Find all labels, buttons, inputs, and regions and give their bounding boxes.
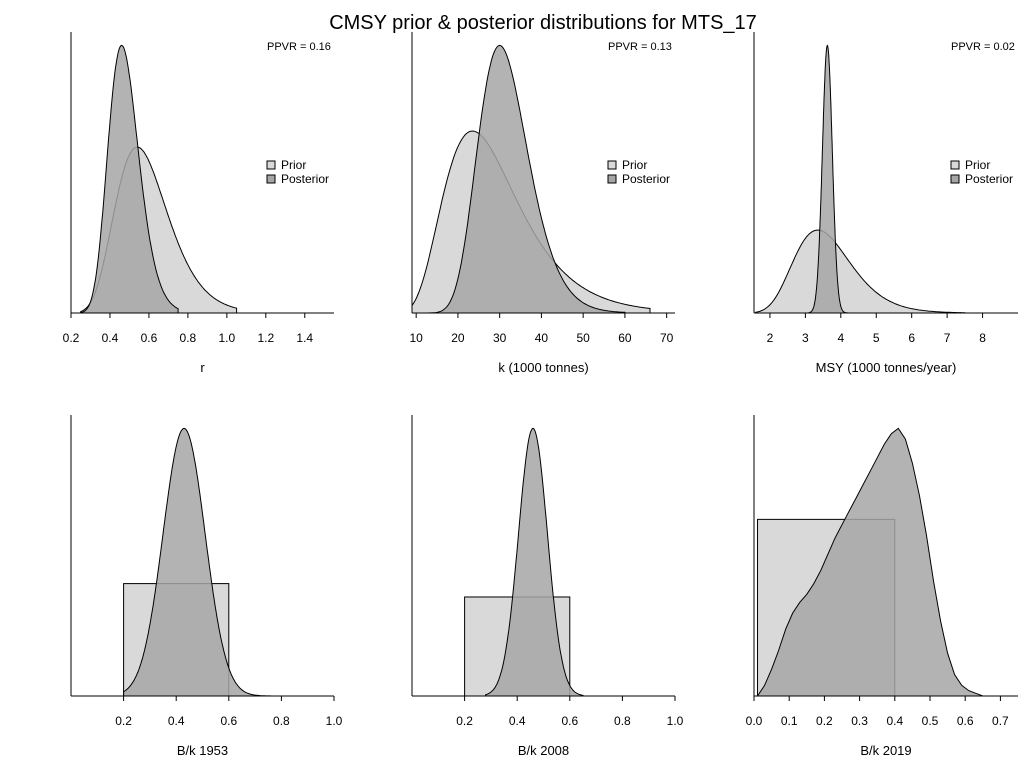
prior-msy-area (755, 229, 966, 313)
x-tick-label: 10 (409, 331, 423, 345)
plot-area (123, 427, 277, 696)
x-tick-label: 1.4 (296, 331, 313, 345)
ppvr-label: PPVR = 0.16 (267, 41, 331, 53)
legend-label-prior: Prior (622, 158, 647, 172)
legend-label-prior: Prior (965, 158, 990, 172)
plot-area (412, 44, 651, 313)
x-tick-label: 0.7 (992, 714, 1009, 728)
plot-area (756, 427, 983, 696)
legend-swatch-posterior (950, 174, 960, 184)
figure-title: CMSY prior & posterior distributions for… (329, 12, 757, 34)
x-axis-label: B/k 2008 (518, 743, 569, 758)
x-tick-label: 4 (837, 331, 844, 345)
x-tick-label: 0.6 (141, 331, 158, 345)
x-tick-label: 0.2 (816, 714, 833, 728)
x-tick-label: 8 (979, 331, 986, 345)
x-tick-label: 0.2 (115, 714, 132, 728)
ppvr-label: PPVR = 0.02 (951, 41, 1015, 53)
plot-area (80, 44, 238, 313)
legend-swatch-prior (607, 160, 617, 170)
x-tick-label: 7 (944, 331, 951, 345)
x-tick-label: 0.1 (781, 714, 798, 728)
posterior-bk2008-area (485, 427, 584, 696)
panel-bk1953: 0.2 0.4 0.6 0.8 1.0 B/k 1953 (70, 415, 343, 758)
panel-k: 10 20 30 40 50 60 70 k (1000 tonnes) PPVR = 0.13… (409, 32, 675, 375)
legend-label-posterior: Posterior (622, 172, 670, 186)
posterior-k-area (420, 44, 626, 313)
panel-bk2008: 0.2 0.4 0.6 0.8 1.0 B/k 2008 (411, 415, 684, 758)
x-tick-label: 1.0 (326, 714, 343, 728)
x-tick-label: 0.4 (168, 714, 185, 728)
x-axis-label: r (200, 360, 205, 375)
legend-label-posterior: Posterior (965, 172, 1013, 186)
x-tick-label: 40 (535, 331, 549, 345)
legend-swatch-posterior (266, 174, 276, 184)
x-axis-label: B/k 1953 (177, 743, 228, 758)
plot-area (464, 427, 584, 696)
panel-msy: 2 3 4 5 6 7 8 MSY (1000 tonnes/year) PPVR = 0.02… (753, 32, 1018, 375)
x-tick-label: 0.2 (63, 331, 80, 345)
x-tick-label: 2 (767, 331, 774, 345)
x-tick-label: 1.0 (667, 714, 684, 728)
x-tick-label: 70 (660, 331, 674, 345)
posterior-msy-area (808, 44, 849, 313)
x-tick-label: 0.5 (922, 714, 939, 728)
x-axis-label: MSY (1000 tonnes/year) (816, 360, 957, 375)
x-tick-label: 0.6 (561, 714, 578, 728)
x-tick-label: 0.8 (273, 714, 290, 728)
legend-swatch-prior (950, 160, 960, 170)
x-tick-label: 0.2 (456, 714, 473, 728)
posterior-r-area (80, 44, 179, 313)
x-tick-label: 60 (618, 331, 632, 345)
x-tick-label: 0.8 (180, 331, 197, 345)
posterior-bk2019-area (756, 427, 983, 696)
legend-swatch-prior (266, 160, 276, 170)
panel-r: 0.2 0.4 0.6 0.8 1.0 1.2 1.4 r PPVR = 0.16 PriorPo… (63, 32, 334, 375)
legend-label-posterior: Posterior (281, 172, 329, 186)
x-tick-label: 0.0 (746, 714, 763, 728)
x-tick-label: 0.4 (886, 714, 903, 728)
posterior-bk1953-area (123, 427, 277, 696)
x-tick-label: 50 (576, 331, 590, 345)
x-tick-label: 0.3 (851, 714, 868, 728)
x-tick-label: 0.6 (957, 714, 974, 728)
x-tick-label: 0.6 (220, 714, 237, 728)
x-tick-label: 6 (908, 331, 915, 345)
x-axis-label: k (1000 tonnes) (498, 360, 588, 375)
x-tick-label: 20 (451, 331, 465, 345)
ppvr-label: PPVR = 0.13 (608, 41, 672, 53)
legend-swatch-posterior (607, 174, 617, 184)
x-tick-label: 3 (802, 331, 809, 345)
x-tick-label: 0.4 (102, 331, 119, 345)
plot-area (755, 44, 966, 313)
x-tick-label: 1.0 (219, 331, 236, 345)
legend-label-prior: Prior (281, 158, 306, 172)
x-tick-label: 0.4 (509, 714, 526, 728)
x-tick-label: 1.2 (257, 331, 274, 345)
x-axis-label: B/k 2019 (860, 743, 911, 758)
x-tick-label: 0.8 (614, 714, 631, 728)
panel-bk2019: 0.0 0.1 0.2 0.3 0.4 0.5 0.6 0.7 B/k 2019 (746, 415, 1018, 758)
x-tick-label: 5 (873, 331, 880, 345)
x-tick-label: 30 (493, 331, 507, 345)
